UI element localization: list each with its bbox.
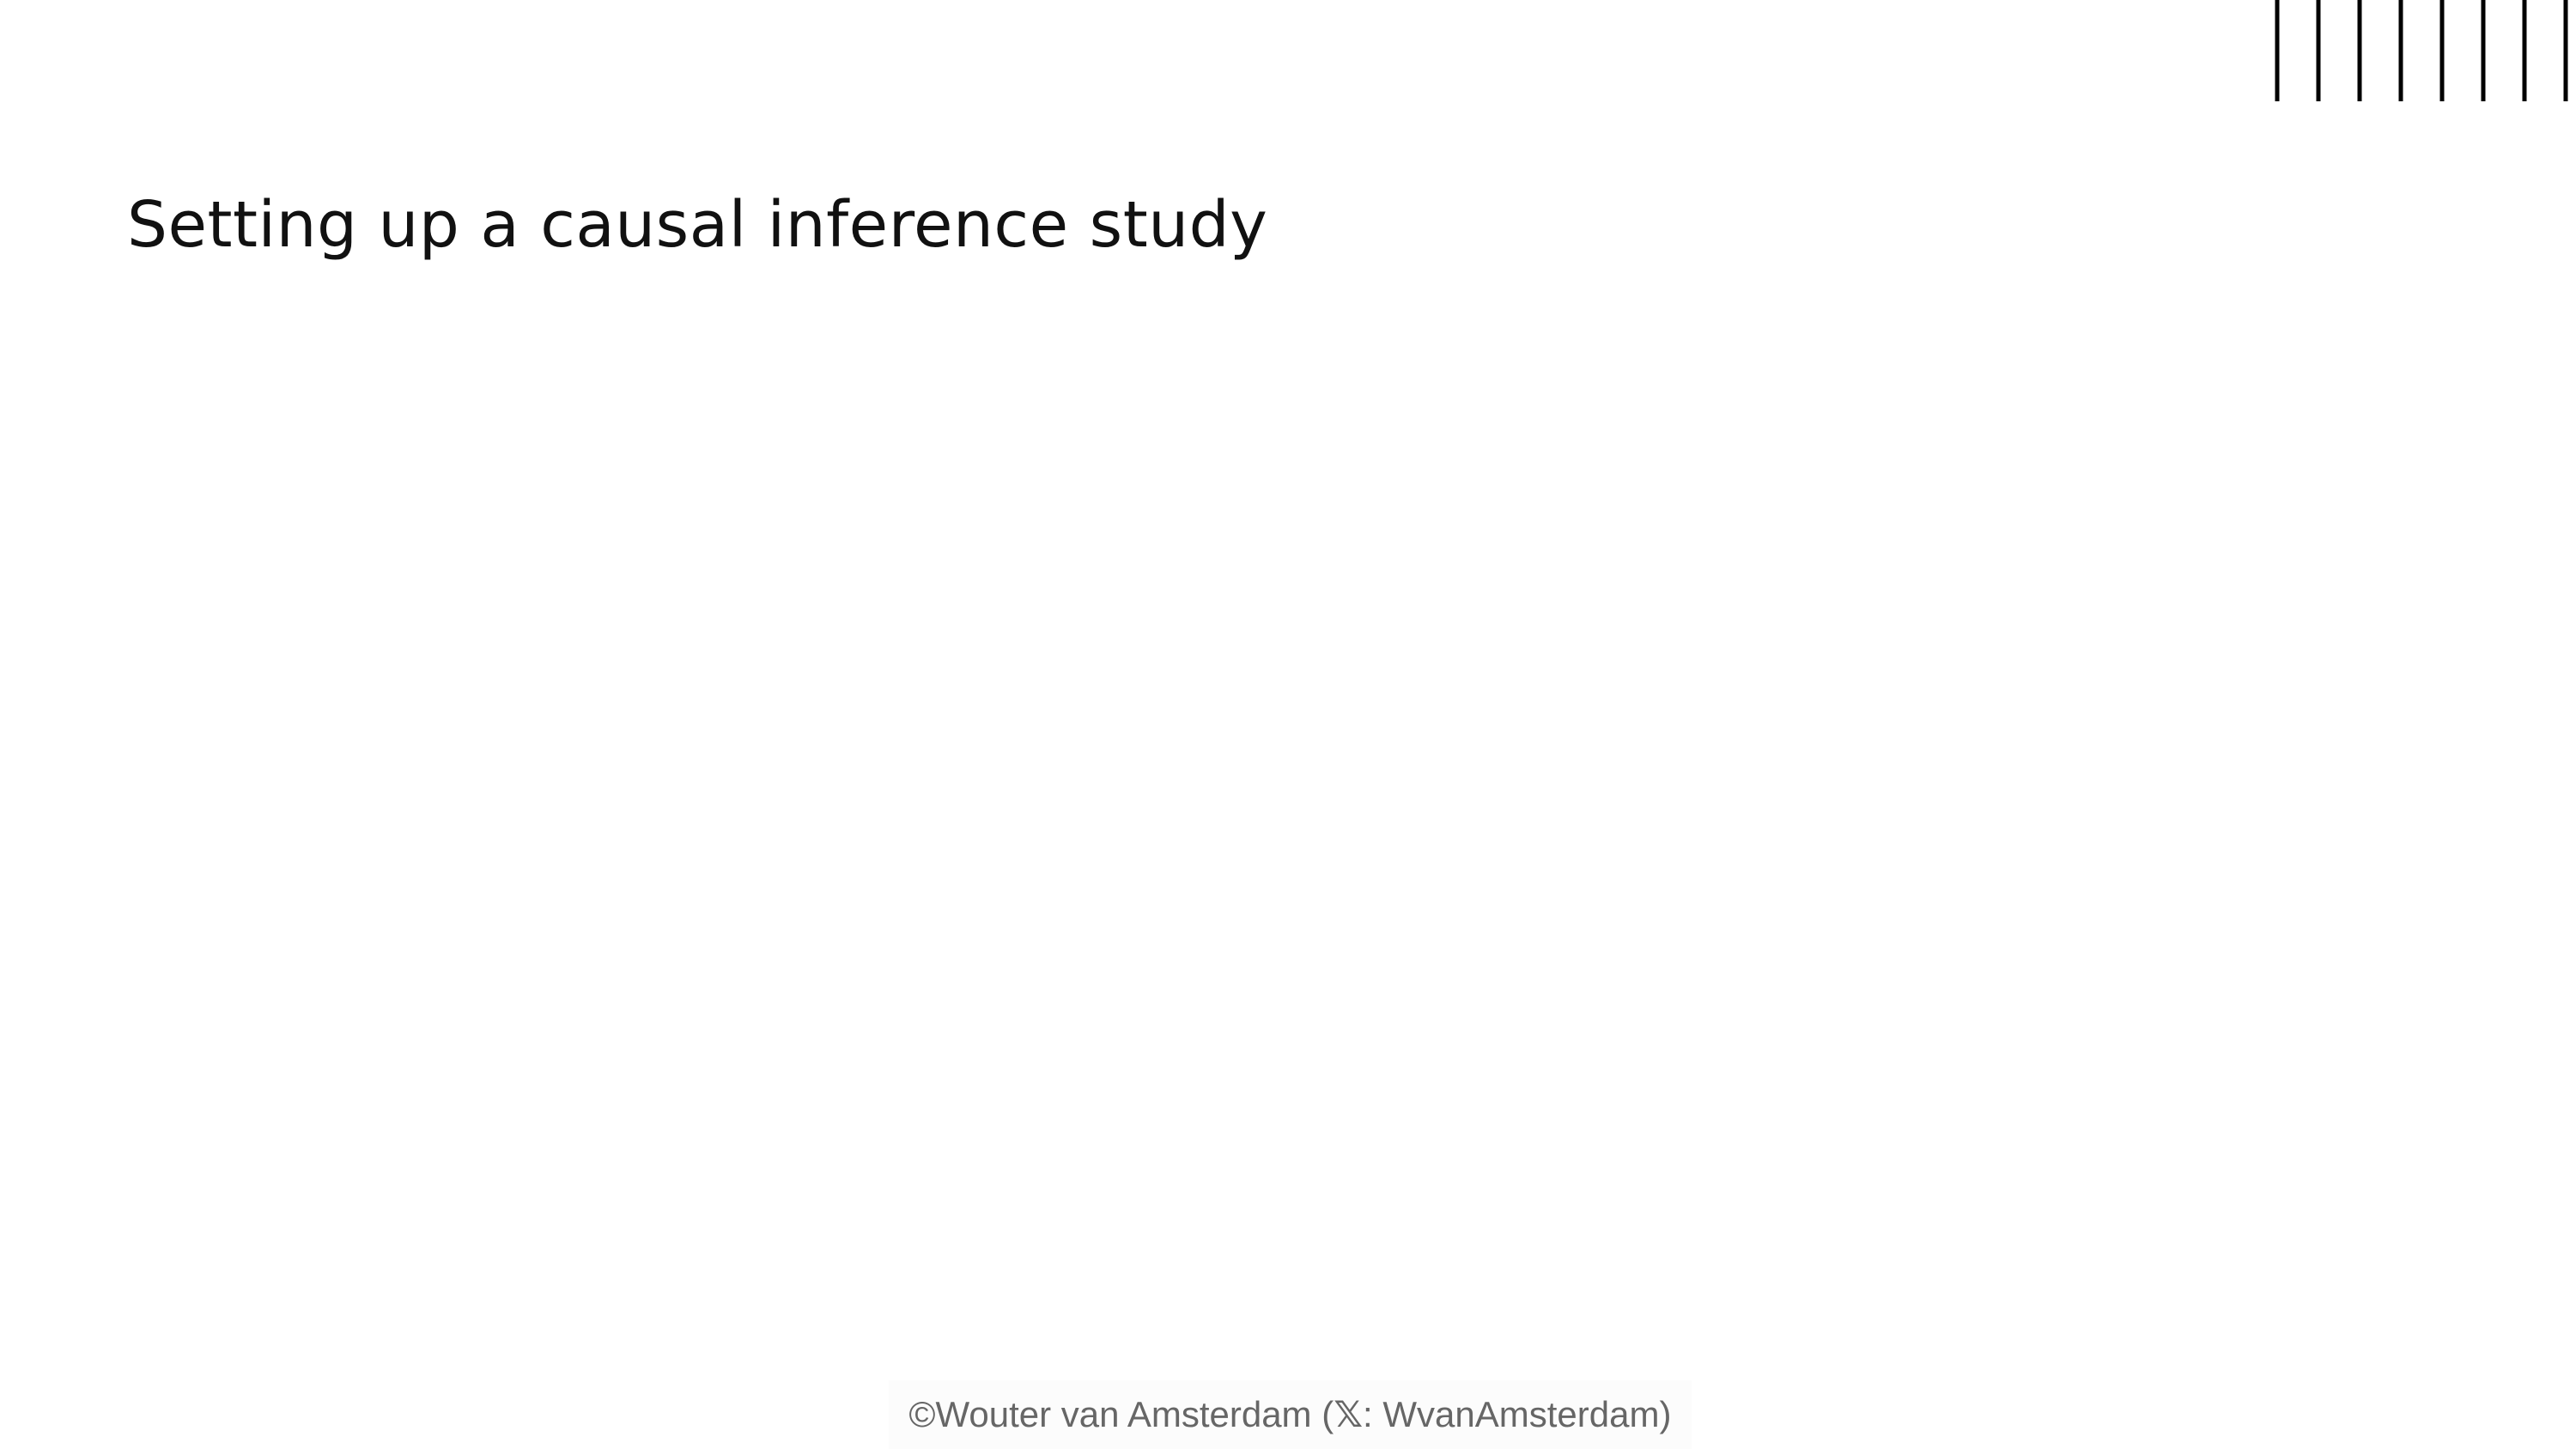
footer-suffix: : WvanAmsterdam) bbox=[1363, 1394, 1672, 1434]
vertical-lines-decoration-icon bbox=[2275, 0, 2568, 101]
x-logo-icon: 𝕏 bbox=[1334, 1393, 1364, 1435]
footer: ©Wouter van Amsterdam (𝕏: WvanAmsterdam) bbox=[889, 1380, 1692, 1449]
slide-title: Setting up a causal inference study bbox=[127, 188, 1268, 262]
footer-credit: ©Wouter van Amsterdam (𝕏: WvanAmsterdam) bbox=[909, 1391, 1672, 1439]
footer-prefix: ©Wouter van Amsterdam ( bbox=[908, 1394, 1334, 1434]
